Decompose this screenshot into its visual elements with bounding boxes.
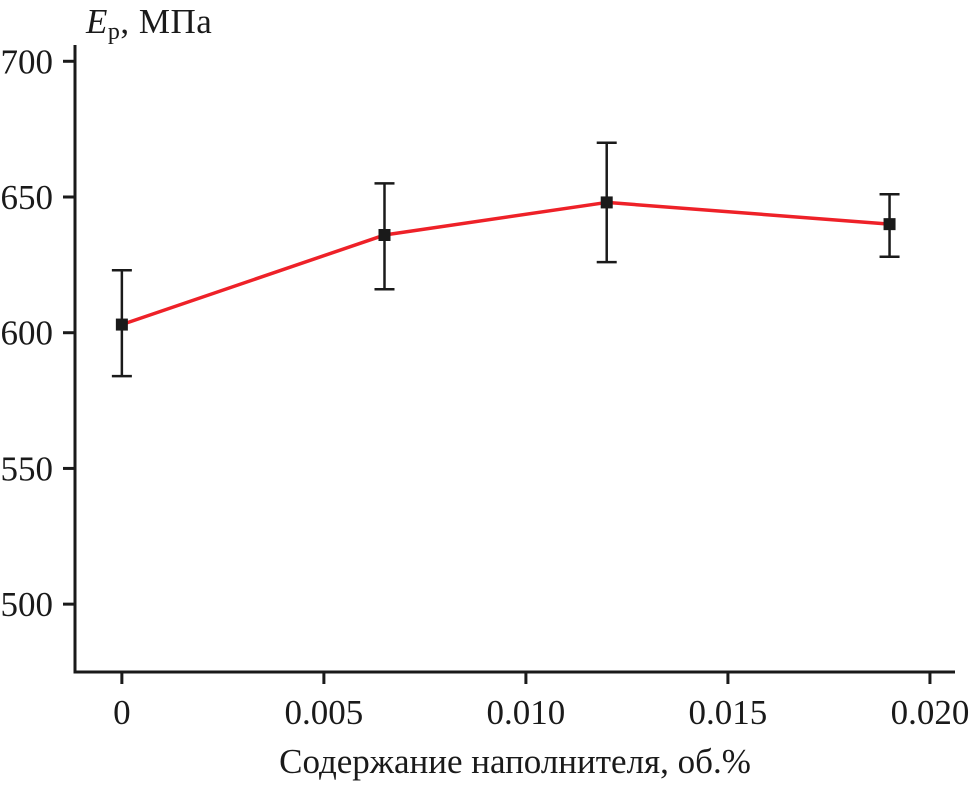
y-tick-label: 700 <box>1 42 54 81</box>
x-tick-label: 0.015 <box>689 693 768 732</box>
x-axis-title: Содержание наполнителя, об.% <box>279 742 751 781</box>
data-point-marker <box>378 229 391 241</box>
y-axis-unit: , МПа <box>120 2 213 41</box>
y-tick-label: 500 <box>1 585 54 624</box>
x-tick-label: 0.020 <box>891 693 969 732</box>
y-axis-subscript: p <box>107 19 121 45</box>
x-tick-label: 0.005 <box>285 693 364 732</box>
data-point-marker <box>883 218 896 231</box>
series-line <box>120 200 892 327</box>
data-point-marker <box>600 196 613 209</box>
x-tick-label: 0 <box>113 693 131 732</box>
x-tick-label: 0.010 <box>487 693 566 732</box>
data-point-marker <box>115 318 128 331</box>
y-tick-label: 550 <box>1 449 54 488</box>
y-tick-label: 650 <box>1 178 54 217</box>
y-axis-title: Ep, МПа <box>86 2 213 45</box>
y-axis-symbol: E <box>86 2 108 41</box>
y-tick-label: 600 <box>1 314 54 353</box>
